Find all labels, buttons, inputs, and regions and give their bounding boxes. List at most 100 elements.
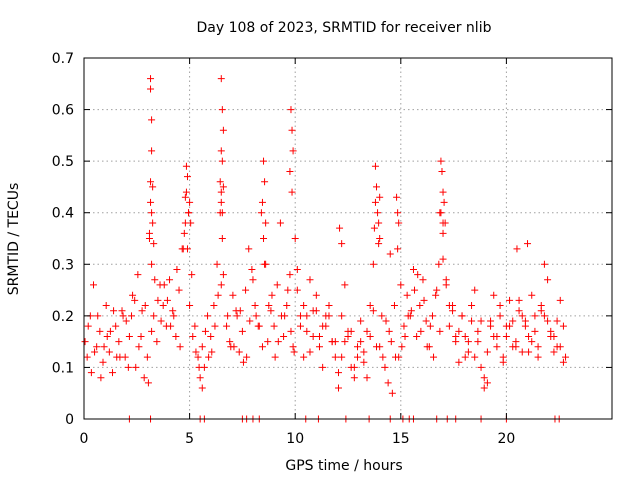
data-point bbox=[334, 369, 342, 377]
y-tick-label: 0.6 bbox=[52, 103, 74, 119]
data-point bbox=[264, 338, 272, 346]
data-point bbox=[105, 348, 113, 356]
data-point bbox=[84, 322, 92, 330]
x-tick-label: 5 bbox=[185, 431, 194, 447]
data-point bbox=[246, 317, 254, 325]
data-point bbox=[376, 193, 384, 201]
data-point bbox=[175, 286, 183, 294]
data-point bbox=[242, 286, 250, 294]
data-point bbox=[262, 260, 270, 268]
data-point bbox=[112, 322, 120, 330]
data-point bbox=[280, 332, 288, 340]
data-point bbox=[487, 317, 495, 325]
data-point bbox=[515, 296, 523, 304]
data-point bbox=[407, 307, 415, 315]
data-point bbox=[205, 353, 213, 361]
data-point bbox=[369, 260, 377, 268]
data-point bbox=[277, 312, 285, 320]
data-point bbox=[550, 332, 558, 340]
data-point bbox=[195, 363, 203, 371]
data-point bbox=[400, 322, 408, 330]
data-point bbox=[243, 353, 251, 361]
data-point bbox=[283, 302, 291, 310]
data-point bbox=[235, 348, 243, 356]
data-point bbox=[441, 219, 449, 227]
data-point bbox=[306, 348, 314, 356]
data-point bbox=[438, 167, 446, 175]
data-point bbox=[437, 157, 445, 165]
data-point bbox=[394, 209, 402, 217]
data-point bbox=[357, 338, 365, 346]
data-point bbox=[210, 302, 218, 310]
y-tick-label: 0.5 bbox=[52, 154, 74, 170]
data-point bbox=[118, 307, 126, 315]
data-point bbox=[166, 276, 174, 284]
data-point bbox=[474, 338, 482, 346]
data-point bbox=[148, 209, 156, 217]
data-point bbox=[354, 343, 362, 351]
data-point bbox=[319, 363, 327, 371]
data-point bbox=[483, 348, 491, 356]
data-point bbox=[258, 198, 266, 206]
data-point bbox=[464, 338, 472, 346]
data-point bbox=[370, 224, 378, 232]
data-point bbox=[540, 260, 548, 268]
data-point bbox=[186, 302, 194, 310]
data-point bbox=[191, 322, 199, 330]
data-point bbox=[338, 312, 346, 320]
data-point bbox=[182, 188, 190, 196]
data-point bbox=[286, 271, 294, 279]
data-point bbox=[360, 348, 368, 356]
data-point bbox=[435, 260, 443, 268]
data-point bbox=[521, 317, 529, 325]
data-point bbox=[140, 374, 148, 382]
data-point bbox=[172, 332, 180, 340]
data-point bbox=[404, 312, 412, 320]
data-point bbox=[270, 322, 278, 330]
data-point bbox=[414, 271, 422, 279]
data-point bbox=[287, 327, 295, 335]
data-point bbox=[300, 302, 308, 310]
data-point bbox=[471, 286, 479, 294]
data-point bbox=[439, 255, 447, 263]
data-point bbox=[125, 332, 133, 340]
plot-frame bbox=[83, 57, 613, 420]
y-axis-label: SRMTID / TECUs bbox=[6, 183, 22, 296]
data-point bbox=[528, 291, 536, 299]
x-tick-label: 20 bbox=[497, 431, 515, 447]
data-point bbox=[135, 343, 143, 351]
data-point bbox=[216, 178, 224, 186]
data-point bbox=[257, 209, 265, 217]
data-point bbox=[480, 384, 488, 392]
data-point bbox=[381, 363, 389, 371]
data-point bbox=[260, 235, 268, 242]
data-point bbox=[350, 374, 358, 382]
data-point bbox=[239, 358, 247, 366]
data-point bbox=[102, 302, 110, 310]
data-point bbox=[303, 327, 311, 335]
data-point bbox=[267, 307, 275, 315]
data-point bbox=[371, 162, 379, 170]
data-point bbox=[181, 193, 189, 201]
data-point bbox=[149, 183, 157, 191]
data-point bbox=[419, 276, 427, 284]
data-point bbox=[422, 317, 430, 325]
data-point bbox=[537, 307, 545, 315]
data-point bbox=[445, 322, 453, 330]
data-point bbox=[218, 209, 226, 217]
data-point bbox=[556, 296, 564, 304]
data-point bbox=[490, 291, 498, 299]
y-tick-label: 0.3 bbox=[52, 257, 74, 273]
data-point bbox=[354, 353, 362, 361]
grid-lines bbox=[84, 58, 612, 419]
data-point bbox=[455, 327, 463, 335]
data-point bbox=[238, 327, 246, 335]
data-point bbox=[224, 312, 232, 320]
data-point bbox=[512, 343, 520, 351]
data-point bbox=[413, 332, 421, 340]
data-point bbox=[251, 302, 259, 310]
data-point bbox=[562, 353, 570, 361]
data-point bbox=[255, 322, 263, 330]
data-point bbox=[409, 265, 417, 273]
data-point bbox=[154, 296, 162, 304]
